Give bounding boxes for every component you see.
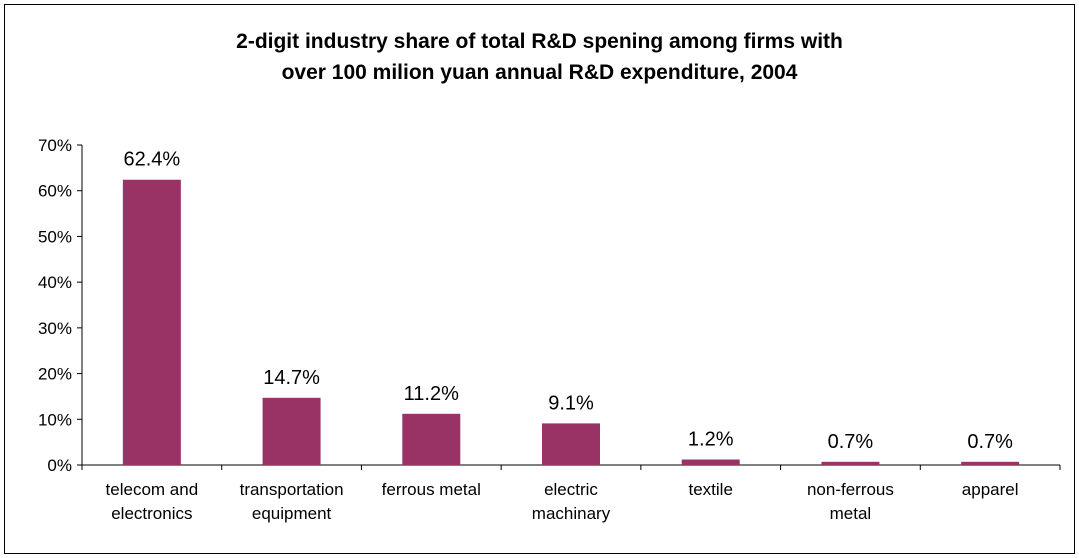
y-tick-label: 30% [38, 319, 72, 338]
bar [821, 461, 880, 465]
chart-title: 2-digit industry share of total R&D spen… [236, 30, 843, 84]
chart-frame [4, 4, 1075, 554]
y-tick-label: 70% [38, 136, 72, 155]
labels: 62.4% telecom and electronics 14.7% transpor… [106, 149, 1019, 523]
data-label: 1.2% [688, 429, 734, 451]
bar [262, 397, 321, 465]
category-label: telecom and electronics [106, 480, 199, 523]
data-label: 62.4% [123, 149, 180, 171]
category-label: textile [689, 480, 733, 499]
y-tick-label: 50% [38, 227, 72, 246]
data-label: 0.7% [828, 431, 874, 453]
category-label: transportation equipment [240, 480, 344, 523]
data-label: 9.1% [548, 392, 594, 414]
y-tick-label: 40% [38, 273, 72, 292]
category-label: apparel [962, 480, 1019, 499]
y-tick-label: 10% [38, 410, 72, 429]
y-tick-label: 60% [38, 182, 72, 201]
data-label: 11.2% [404, 383, 459, 405]
bars [122, 179, 1020, 465]
bar [542, 423, 600, 465]
y-tick-label: 0% [47, 456, 72, 475]
category-label: ferrous metal [382, 480, 481, 499]
y-tick-label: 20% [38, 365, 72, 384]
data-label: 14.7% [263, 367, 320, 389]
axes: 0% 10% 20% 30% 40% 50% 60% 70% [38, 136, 1061, 475]
category-label: non-ferrous metal [807, 480, 894, 523]
data-label: 0.7% [967, 431, 1013, 453]
bar [681, 459, 740, 465]
bar [961, 461, 1020, 465]
category-label: electric machinary [532, 480, 611, 523]
bar [402, 413, 461, 465]
bar [122, 179, 181, 465]
